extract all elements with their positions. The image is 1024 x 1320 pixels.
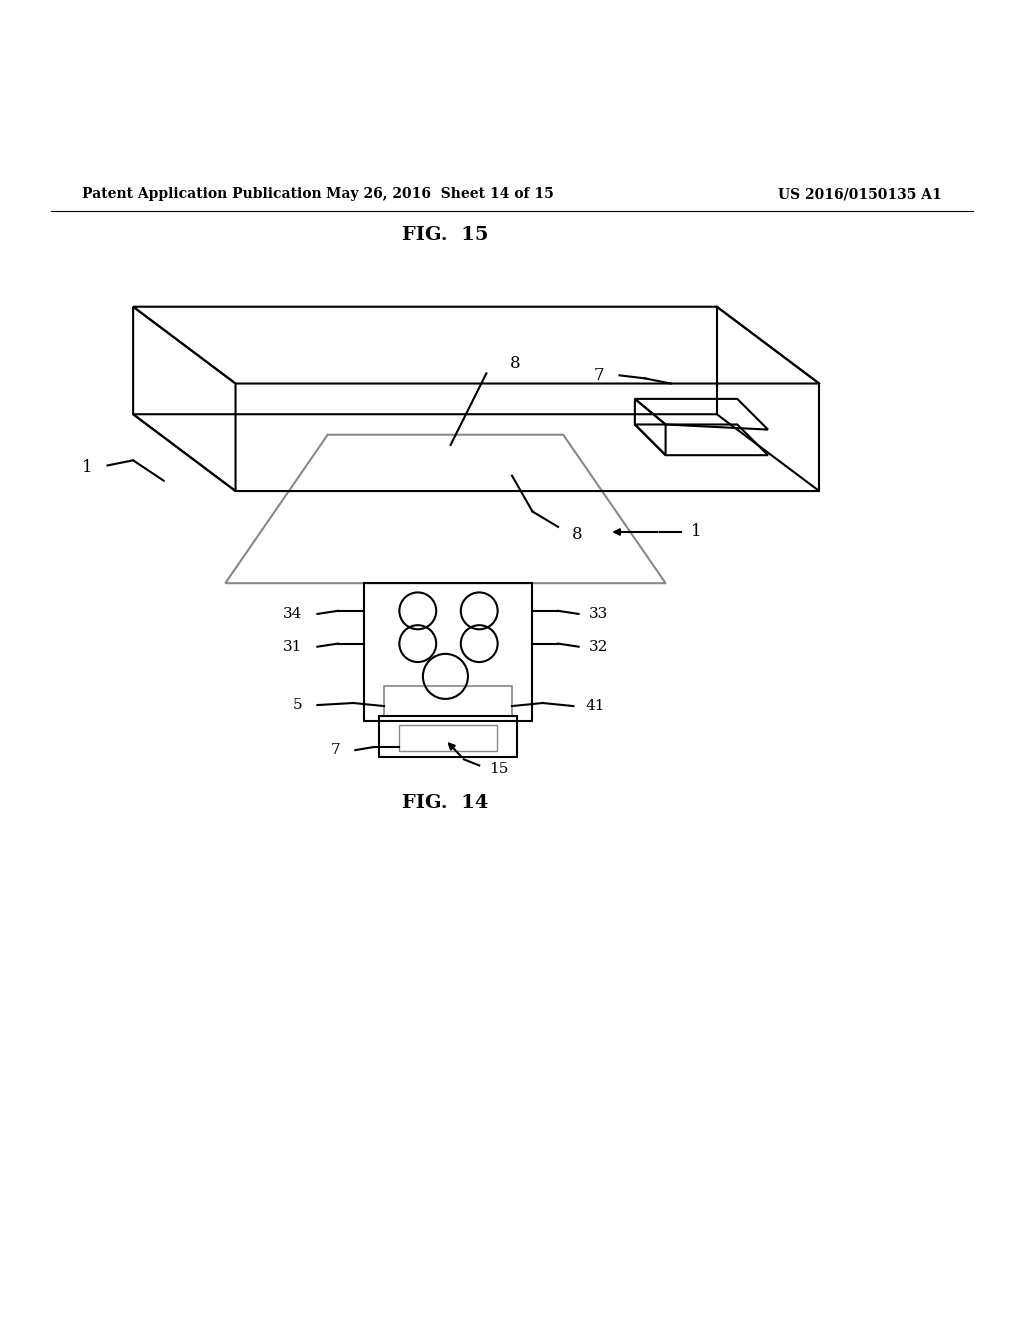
Bar xyxy=(384,685,512,717)
Text: 41: 41 xyxy=(586,700,605,713)
Text: 15: 15 xyxy=(489,762,509,776)
Bar xyxy=(399,725,497,751)
Text: 31: 31 xyxy=(283,640,302,653)
Text: 7: 7 xyxy=(331,743,340,758)
Text: 8: 8 xyxy=(571,525,582,543)
Text: 1: 1 xyxy=(691,524,701,540)
Text: May 26, 2016  Sheet 14 of 15: May 26, 2016 Sheet 14 of 15 xyxy=(327,187,554,201)
Text: 8: 8 xyxy=(510,355,520,371)
Text: FIG.  15: FIG. 15 xyxy=(402,226,488,244)
Text: Patent Application Publication: Patent Application Publication xyxy=(82,187,322,201)
Text: 33: 33 xyxy=(589,607,608,620)
Text: 1: 1 xyxy=(82,459,92,477)
Text: 34: 34 xyxy=(283,607,302,620)
Text: 32: 32 xyxy=(589,640,608,653)
Text: US 2016/0150135 A1: US 2016/0150135 A1 xyxy=(778,187,942,201)
Bar xyxy=(379,717,517,758)
Text: FIG.  14: FIG. 14 xyxy=(402,795,488,812)
Text: 7: 7 xyxy=(594,367,604,384)
Text: 5: 5 xyxy=(293,698,302,711)
Bar xyxy=(364,583,532,722)
